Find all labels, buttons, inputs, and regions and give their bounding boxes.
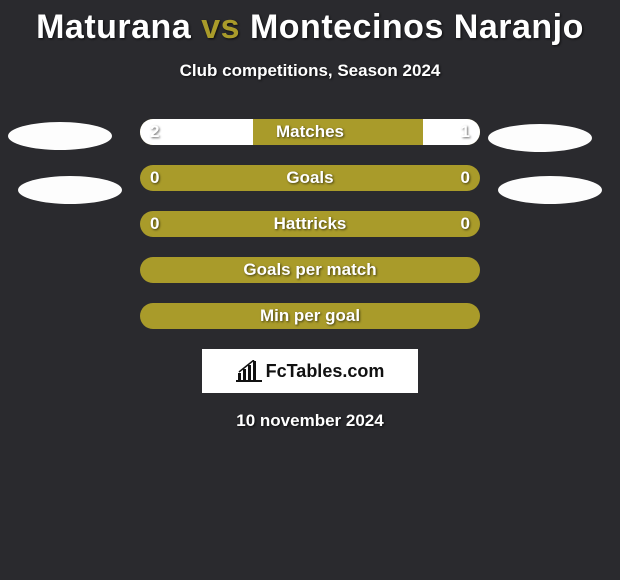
stat-label: Min per goal: [140, 303, 480, 329]
comparison-title: Maturana vs Montecinos Naranjo: [0, 0, 620, 47]
chart-bars-icon: [236, 360, 262, 382]
title-vs: vs: [201, 8, 240, 46]
decorative-ellipse: [18, 176, 122, 204]
stat-label: Hattricks: [140, 211, 480, 237]
attribution-box: FcTables.com: [202, 349, 418, 393]
decorative-ellipse: [498, 176, 602, 204]
comparison-subtitle: Club competitions, Season 2024: [0, 61, 620, 81]
stat-label: Goals: [140, 165, 480, 191]
decorative-ellipse: [488, 124, 592, 152]
stat-label: Goals per match: [140, 257, 480, 283]
stat-label: Matches: [140, 119, 480, 145]
title-rhs: Montecinos Naranjo: [250, 8, 584, 46]
decorative-ellipse: [8, 122, 112, 150]
stat-row: Min per goal: [0, 303, 620, 329]
snapshot-date: 10 november 2024: [0, 411, 620, 431]
stat-row: Goals per match: [0, 257, 620, 283]
attribution-text: FcTables.com: [266, 361, 385, 382]
stat-row: 00Hattricks: [0, 211, 620, 237]
title-lhs: Maturana: [36, 8, 191, 46]
